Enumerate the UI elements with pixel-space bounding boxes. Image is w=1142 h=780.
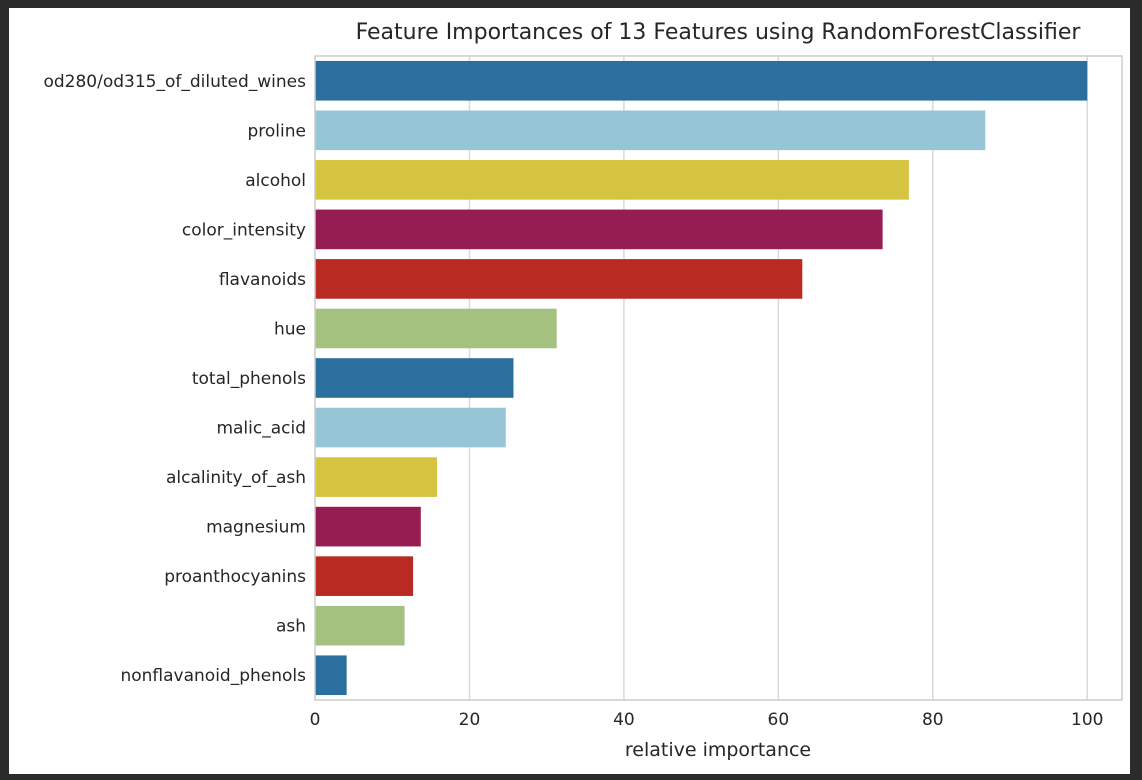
x-tick-labels: 0 20 40 60 80 100 — [310, 710, 1104, 730]
chart-canvas: Feature Importances of 13 Features using… — [9, 8, 1130, 774]
feature-importance-chart: Feature Importances of 13 Features using… — [43, 20, 1123, 761]
bar-total-phenols — [315, 358, 514, 398]
y-tick-label: nonflavanoid_phenols — [120, 666, 306, 686]
y-tick-label: total_phenols — [192, 369, 306, 389]
x-tick-label: 0 — [310, 710, 321, 730]
y-tick-label: magnesium — [206, 518, 306, 538]
bar-alcalinity-of-ash — [315, 457, 438, 497]
x-tick-label: 60 — [768, 710, 790, 730]
bars — [315, 60, 1088, 696]
bar-hue — [315, 308, 557, 349]
x-tick-label: 20 — [459, 710, 481, 730]
y-tick-label: ash — [276, 617, 306, 637]
bar-ash — [315, 605, 405, 646]
y-tick-label: od280/od315_of_diluted_wines — [43, 72, 306, 92]
bar-malic-acid — [315, 407, 506, 448]
bar-alcohol — [315, 160, 909, 200]
plot-border — [314, 55, 1123, 701]
chart-title: Feature Importances of 13 Features using… — [356, 20, 1082, 45]
y-tick-label: flavanoids — [219, 270, 306, 290]
y-tick-label: alcalinity_of_ash — [166, 468, 306, 488]
y-tick-label: proanthocyanins — [164, 567, 306, 587]
grid-lines — [468, 56, 1088, 700]
bar-proanthocyanins — [315, 556, 414, 596]
bar-od280-od315-of-diluted-wines — [315, 60, 1088, 101]
y-tick-label: proline — [248, 121, 307, 141]
x-axis-label: relative importance — [625, 739, 811, 761]
y-tick-label: hue — [274, 319, 306, 339]
x-tick-label: 80 — [922, 710, 944, 730]
x-tick-label: 100 — [1071, 710, 1103, 730]
y-tick-label: color_intensity — [182, 220, 306, 240]
bar-color-intensity — [315, 209, 883, 250]
bar-nonflavanoid-phenols — [315, 655, 347, 696]
bar-magnesium — [315, 506, 421, 547]
bar-proline — [315, 110, 986, 151]
x-tick-label: 40 — [613, 710, 635, 730]
y-tick-label: malic_acid — [216, 419, 306, 439]
bar-flavanoids — [315, 259, 803, 299]
y-tick-label: alcohol — [245, 171, 306, 191]
